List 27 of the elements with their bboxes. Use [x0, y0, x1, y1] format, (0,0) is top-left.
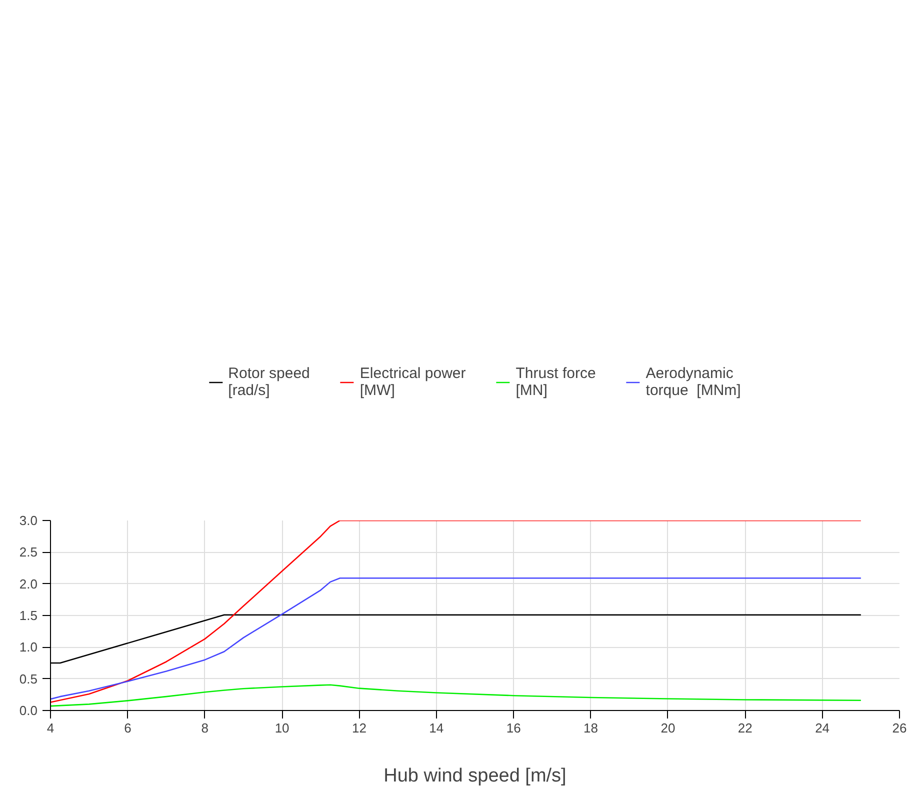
x-tick-label: 10	[274, 720, 290, 736]
y-tick-label: 2.5	[19, 544, 38, 560]
x-tick-label: 20	[660, 720, 676, 736]
legend-label: Thrust force [MN]	[516, 364, 596, 398]
x-tick-label: 8	[201, 720, 208, 736]
line-series	[50, 577, 862, 700]
x-tick-label: 12	[352, 720, 366, 736]
x-axis-title: Hub wind speed [m/s]	[384, 766, 566, 786]
legend-label: Aerodynamic torque [MNm]	[646, 364, 741, 398]
y-tick-label: 1.5	[19, 608, 38, 623]
y-tick-label: 1.0	[19, 640, 38, 655]
x-tick-label: 24	[815, 720, 830, 736]
legend-label: Electrical power [MW]	[360, 364, 466, 398]
y-tick-label: 0.5	[19, 671, 38, 686]
x-tick-label: 16	[506, 720, 521, 736]
x-tick-label: 22	[738, 720, 752, 736]
y-tick-label: 2.0	[19, 576, 38, 592]
y-tick-label: 3.0	[19, 513, 38, 528]
line-series	[50, 520, 862, 703]
x-tick-label: 6	[124, 720, 132, 736]
x-tick-label: 4	[46, 720, 54, 736]
line-series	[50, 684, 862, 707]
legend-label: Rotor speed [rad/s]	[228, 364, 310, 398]
x-tick-label: 26	[892, 720, 907, 736]
x-tick-label: 14	[429, 720, 444, 736]
y-tick-label: 0.0	[19, 703, 38, 718]
x-tick-label: 18	[584, 720, 598, 736]
